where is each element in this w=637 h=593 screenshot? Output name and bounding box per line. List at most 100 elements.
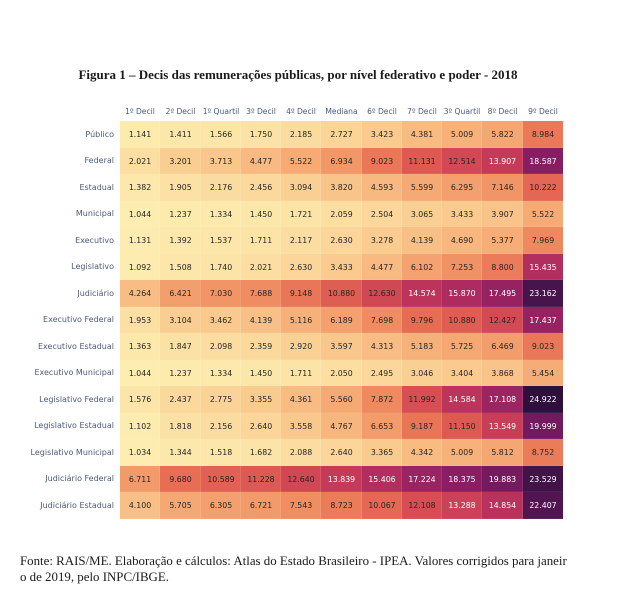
heatmap-cell: 3.597 (321, 333, 362, 360)
row-label: Executivo Federal (43, 315, 114, 324)
heatmap-cell: 4.139 (402, 227, 442, 254)
heatmap-cell: 5.599 (402, 174, 442, 201)
heatmap-cell: 5.560 (321, 386, 362, 413)
heatmap-cell: 6.721 (241, 492, 281, 519)
heatmap-cell: 3.868 (482, 360, 523, 386)
heatmap-cell: 2.630 (321, 227, 362, 254)
heatmap-cell: 6.421 (160, 280, 201, 307)
row-label: Judiciário Estadual (40, 500, 114, 510)
heatmap-cell: 7.253 (442, 254, 482, 280)
heatmap-cell: 1.711 (241, 227, 281, 254)
heatmap-cell: 2.727 (321, 121, 362, 148)
heatmap-cell: 6.295 (442, 174, 482, 201)
heatmap-cell: 2.640 (321, 439, 362, 466)
heatmap-cell: 11.992 (402, 386, 442, 413)
heatmap-cell: 2.504 (362, 201, 402, 227)
heatmap-cell: 3.365 (362, 439, 402, 466)
column-header: 1º Quartil (202, 107, 240, 116)
heatmap-cell: 1.450 (241, 201, 281, 227)
heatmap-cell: 1.818 (160, 413, 201, 439)
row-label: Legislativo Estadual (34, 421, 114, 430)
heatmap-cell: 3.104 (160, 307, 201, 333)
heatmap-cell: 13.839 (321, 466, 362, 492)
heatmap-cell: 7.146 (482, 174, 523, 201)
heatmap-cell: 4.381 (402, 121, 442, 148)
heatmap-cell: 5.116 (281, 307, 321, 333)
heatmap-cell: 5.377 (482, 227, 523, 254)
heatmap-cell: 13.549 (482, 413, 523, 439)
heatmap-cell: 6.189 (321, 307, 362, 333)
row-label: Executivo Municipal (34, 368, 114, 377)
heatmap-cell: 1.044 (120, 201, 160, 227)
heatmap-cell: 1.141 (120, 121, 160, 148)
heatmap-cell: 1.363 (120, 333, 160, 360)
heatmap-cell: 2.059 (321, 201, 362, 227)
heatmap-cell: 19.883 (482, 466, 523, 492)
heatmap-cell: 1.092 (120, 254, 160, 280)
figure-source-note-line2: o de 2019, pelo INPC/IBGE. (20, 570, 169, 584)
column-header: 6º Decil (367, 107, 397, 116)
heatmap-cell: 1.953 (120, 307, 160, 333)
heatmap-cell: 2.021 (241, 254, 281, 280)
heatmap-cell: 7.688 (241, 280, 281, 307)
heatmap-cell: 13.907 (482, 148, 523, 174)
heatmap-cell: 5.009 (442, 121, 482, 148)
heatmap-cell: 12.630 (362, 280, 402, 307)
heatmap-cell: 2.021 (120, 148, 160, 174)
heatmap-cell: 1.344 (160, 439, 201, 466)
heatmap-cell: 5.812 (482, 439, 523, 466)
column-header: 3º Decil (246, 107, 276, 116)
heatmap-cell: 19.999 (523, 413, 563, 439)
heatmap-cell: 3.355 (241, 386, 281, 413)
heatmap-cell: 5.009 (442, 439, 482, 466)
heatmap-cell: 2.359 (241, 333, 281, 360)
heatmap-cell: 6.469 (482, 333, 523, 360)
heatmap-cell: 1.711 (281, 360, 321, 386)
heatmap-cell: 14.854 (482, 492, 523, 519)
heatmap-cell: 24.922 (523, 386, 563, 413)
heatmap-cell: 5.822 (482, 121, 523, 148)
heatmap-cell: 5.522 (523, 201, 563, 227)
heatmap-cell: 6.934 (321, 148, 362, 174)
heatmap-cell: 5.183 (402, 333, 442, 360)
heatmap-cell: 9.680 (160, 466, 201, 492)
heatmap-cell: 3.433 (321, 254, 362, 280)
heatmap-cell: 10.589 (201, 466, 241, 492)
heatmap-cell: 3.065 (402, 201, 442, 227)
heatmap-cell: 2.640 (241, 413, 281, 439)
row-label: Judiciário Federal (45, 474, 114, 483)
heatmap-cell: 14.574 (402, 280, 442, 307)
heatmap-cell: 7.030 (201, 280, 241, 307)
column-header: 4º Decil (286, 107, 316, 116)
heatmap-cell: 1.334 (201, 201, 241, 227)
heatmap-cell: 2.495 (362, 360, 402, 386)
heatmap-cell: 2.456 (241, 174, 281, 201)
heatmap-cell: 7.698 (362, 307, 402, 333)
heatmap-cell: 2.117 (281, 227, 321, 254)
heatmap-cell: 5.522 (281, 148, 321, 174)
heatmap-grid: 1.141 1.411 1.566 1.750 2.185 2.727 3.423 4.381… (120, 121, 563, 519)
heatmap-cell: 4.100 (120, 492, 160, 519)
heatmap-cell: 1.237 (160, 201, 201, 227)
heatmap-cell: 2.630 (281, 254, 321, 280)
heatmap-cell: 4.313 (362, 333, 402, 360)
heatmap-cell: 2.088 (281, 439, 321, 466)
column-header: 1º Decil (125, 107, 155, 116)
heatmap-cell: 4.690 (442, 227, 482, 254)
heatmap-cell: 17.108 (482, 386, 523, 413)
heatmap-cell: 11.150 (442, 413, 482, 439)
heatmap-cell: 6.711 (120, 466, 160, 492)
row-label: Executivo (75, 235, 114, 245)
heatmap-cell: 12.640 (281, 466, 321, 492)
heatmap-cell: 2.775 (201, 386, 241, 413)
heatmap-cell: 3.462 (201, 307, 241, 333)
heatmap-cell: 17.437 (523, 307, 563, 333)
heatmap-cell: 1.392 (160, 227, 201, 254)
heatmap-cell: 2.185 (281, 121, 321, 148)
heatmap-cell: 4.139 (241, 307, 281, 333)
heatmap-cell: 1.237 (160, 360, 201, 386)
heatmap-cell: 6.305 (201, 492, 241, 519)
heatmap-cell: 1.518 (201, 439, 241, 466)
heatmap-cell: 10.880 (442, 307, 482, 333)
column-header: 2º Decil (165, 107, 196, 116)
